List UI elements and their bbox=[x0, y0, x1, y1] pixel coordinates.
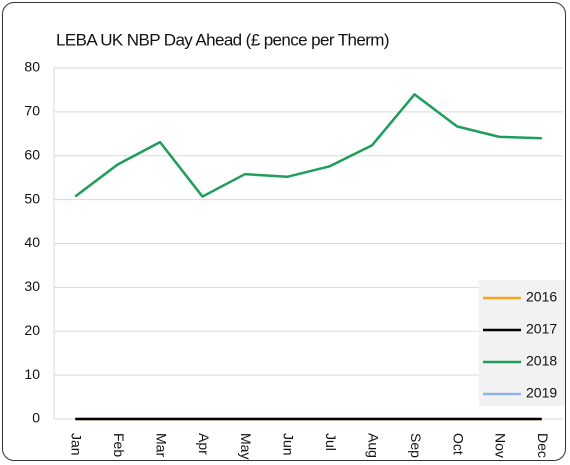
legend-label: 2018 bbox=[526, 353, 557, 369]
x-tick-label: Mar bbox=[153, 433, 169, 457]
x-tick-label: Aug bbox=[365, 433, 381, 458]
series-line bbox=[74, 93, 542, 198]
y-tick-label: 80 bbox=[24, 59, 40, 75]
y-tick-label: 10 bbox=[24, 366, 40, 382]
y-tick-label: 50 bbox=[24, 190, 40, 206]
x-tick-label: Feb bbox=[111, 433, 127, 457]
legend-label: 2016 bbox=[526, 289, 557, 305]
chart-card: LEBA UK NBP Day Ahead (£ pence per Therm… bbox=[2, 2, 566, 461]
legend-label: 2019 bbox=[526, 385, 557, 401]
y-tick-label: 0 bbox=[32, 410, 40, 426]
x-tick-label: Nov bbox=[493, 433, 509, 458]
x-tick-label: Jul bbox=[323, 433, 339, 451]
x-tick-label: Apr bbox=[196, 433, 212, 455]
chart-title: LEBA UK NBP Day Ahead (£ pence per Therm… bbox=[56, 30, 389, 49]
x-tick-label: Jan bbox=[69, 433, 85, 456]
y-tick-label: 60 bbox=[24, 146, 40, 162]
y-tick-label: 20 bbox=[24, 322, 40, 338]
legend-label: 2017 bbox=[526, 321, 557, 337]
y-tick-label: 70 bbox=[24, 103, 40, 119]
chart: LEBA UK NBP Day Ahead (£ pence per Therm… bbox=[24, 30, 565, 459]
x-tick-label: May bbox=[238, 433, 254, 459]
y-tick-label: 30 bbox=[24, 278, 40, 294]
x-tick-label: Jun bbox=[281, 433, 297, 456]
x-tick-label: Dec bbox=[535, 433, 551, 458]
y-tick-label: 40 bbox=[24, 234, 40, 250]
legend-box bbox=[479, 280, 565, 406]
x-tick-label: Sep bbox=[408, 433, 424, 458]
x-tick-label: Oct bbox=[450, 433, 466, 455]
